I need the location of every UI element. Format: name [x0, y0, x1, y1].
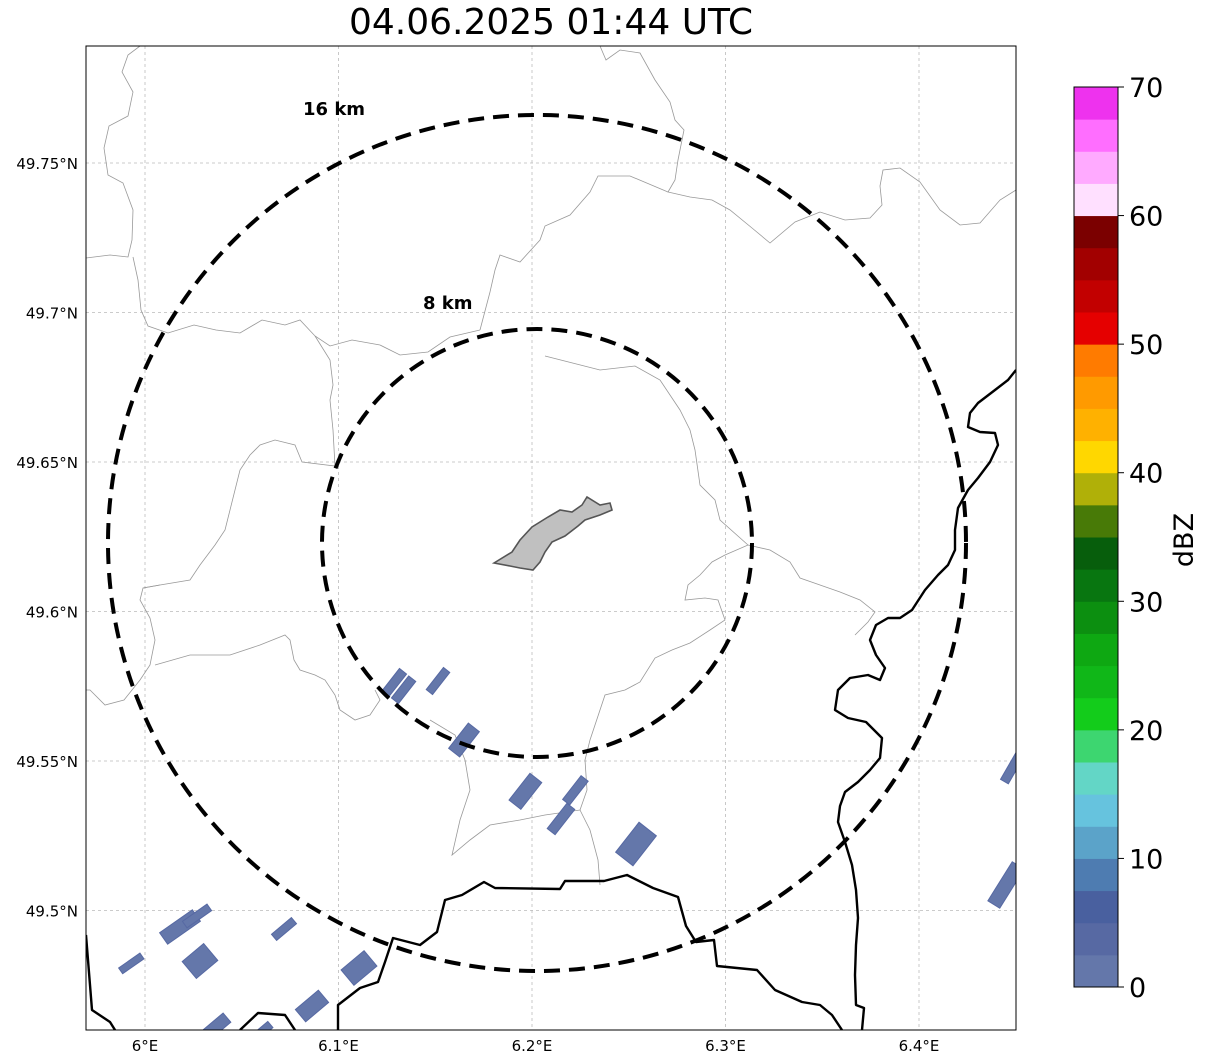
range-ring-8km: [320, 327, 754, 759]
colorbar-label: dBZ: [1169, 513, 1200, 567]
range-rings: [106, 113, 968, 973]
colorbar-frame: [1073, 86, 1119, 988]
colorbar-cell: [1074, 922, 1118, 956]
colorbar-cell: [1074, 858, 1118, 892]
colorbar-cell: [1074, 633, 1118, 667]
colorbar-cell: [1074, 826, 1118, 859]
colorbar-tick-label: 60: [1129, 202, 1163, 233]
colorbar-cell: [1074, 729, 1118, 763]
colorbar-cell: [1074, 247, 1118, 281]
lat-tick-label: 49.65°N: [16, 454, 78, 472]
colorbar-cell: [1074, 697, 1118, 731]
colorbar-ticks: 0 10 20 30 40 50 60 70: [1118, 73, 1163, 1004]
lat-tick-label: 49.7°N: [26, 305, 78, 323]
colorbar-cell: [1074, 665, 1118, 699]
lon-tick-label: 6.3°E: [705, 1037, 746, 1055]
colorbar-tick-label: 50: [1129, 330, 1163, 361]
colorbar-cell: [1074, 762, 1118, 795]
colorbar-cell: [1074, 537, 1118, 570]
colorbar-cell: [1074, 183, 1118, 217]
colorbar-cell: [1074, 472, 1118, 506]
lat-tick-label: 49.55°N: [16, 753, 78, 771]
map-title: 04.06.2025 01:44 UTC: [348, 2, 754, 43]
colorbar-cell: [1074, 794, 1118, 827]
colorbar-tick-label: 30: [1129, 587, 1163, 618]
colorbar-tick-label: 10: [1129, 844, 1163, 875]
colorbar-cell: [1074, 440, 1118, 474]
range-ring-8km-label: 8 km: [423, 293, 473, 314]
colorbar-tick-label: 20: [1129, 716, 1163, 747]
lon-tick-label: 6.4°E: [899, 1037, 940, 1055]
lon-axis: 6°E 6.1°E 6.2°E 6.3°E 6.4°E: [132, 1037, 940, 1055]
gridlines: [86, 46, 1016, 1030]
city-outline: [491, 495, 613, 571]
colorbar-cell: [1074, 601, 1118, 634]
lon-tick-label: 6°E: [132, 1037, 159, 1055]
country-borders: [86, 369, 1016, 1030]
colorbar-cell: [1074, 954, 1118, 988]
colorbar-cell: [1074, 119, 1118, 152]
range-ring-16km: [106, 113, 968, 973]
lon-tick-label: 6.1°E: [318, 1037, 359, 1055]
colorbar-cell: [1074, 87, 1118, 120]
colorbar-cell: [1074, 151, 1118, 184]
colorbar-cell: [1074, 344, 1118, 377]
colorbar-cell: [1074, 376, 1118, 409]
colorbar-cell: [1074, 279, 1118, 313]
radar-echoes: [117, 666, 1016, 1030]
colorbar-cell: [1074, 312, 1118, 345]
lat-tick-label: 49.6°N: [26, 604, 78, 622]
colorbar-cell: [1074, 215, 1118, 249]
lat-axis: 49.75°N 49.7°N 49.65°N 49.6°N 49.55°N 49.5°N: [16, 155, 78, 921]
colorbar-cells: [1074, 87, 1118, 988]
colorbar-cell: [1074, 504, 1118, 538]
colorbar-tick-label: 40: [1129, 459, 1163, 490]
lon-tick-label: 6.2°E: [512, 1037, 553, 1055]
commune-boundaries: [86, 46, 1016, 886]
range-ring-16km-label: 16 km: [303, 99, 365, 120]
lat-tick-label: 49.5°N: [26, 903, 78, 921]
colorbar-cell: [1074, 890, 1118, 924]
colorbar-tick-label: 70: [1129, 73, 1163, 104]
lat-tick-label: 49.75°N: [16, 155, 78, 173]
colorbar-cell: [1074, 569, 1118, 602]
colorbar-cell: [1074, 408, 1118, 442]
map-frame: [85, 45, 1017, 1031]
colorbar-tick-label: 0: [1129, 973, 1146, 1004]
